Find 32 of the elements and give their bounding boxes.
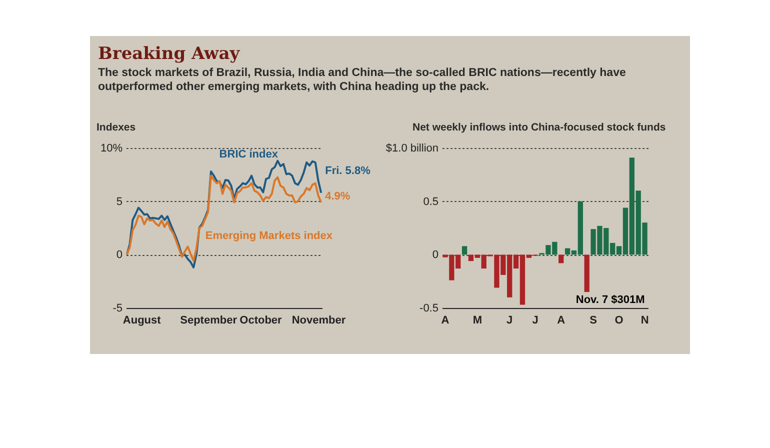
y-tick-label: 0 [116,249,122,262]
x-tick-label: October [240,314,283,326]
y-tick-label: -5 [112,302,122,314]
bar [584,254,590,292]
x-tick-label: J [506,314,513,326]
series-label: BRIC index [219,148,279,160]
y-tick-label: 10% [100,142,123,154]
y-tick-label: 5 [116,196,122,208]
y-tick-label: 0 [432,249,438,262]
x-tick-label: S [590,314,597,326]
series-label: Emerging Markets index [205,230,334,242]
x-tick-label: November [292,314,346,326]
y-tick-label: $1.0 billion [386,142,438,154]
y-tick-label: 0.5 [423,196,438,208]
x-tick-label: O [614,314,624,326]
x-tick-label: A [441,314,450,326]
x-tick-label: August [122,314,162,326]
bar [558,254,564,264]
text: The stock markets of Brazil, Russia, India and China—the so-called BRIC nations—recently have outperformed other emerging markets, with China heading up the pack. [98,66,627,94]
x-tick-label: A [557,314,566,326]
y-axis-title: Indexes [96,122,136,134]
text: Fri. 5.8% [325,164,371,177]
x-tick-label: September [180,314,238,326]
x-tick-label: J [532,314,538,326]
text: 4.9% [325,190,350,202]
bar [462,246,468,255]
y-axis-title: Net weekly inflows into China-focused stock funds [412,122,666,134]
annotation: Nov. 7 $301M [576,294,645,306]
x-tick-label: N [640,314,649,326]
chart-title: Breaking Away [98,44,241,64]
y-tick-label: -0.5 [420,302,438,314]
x-tick-label: M [472,314,482,326]
